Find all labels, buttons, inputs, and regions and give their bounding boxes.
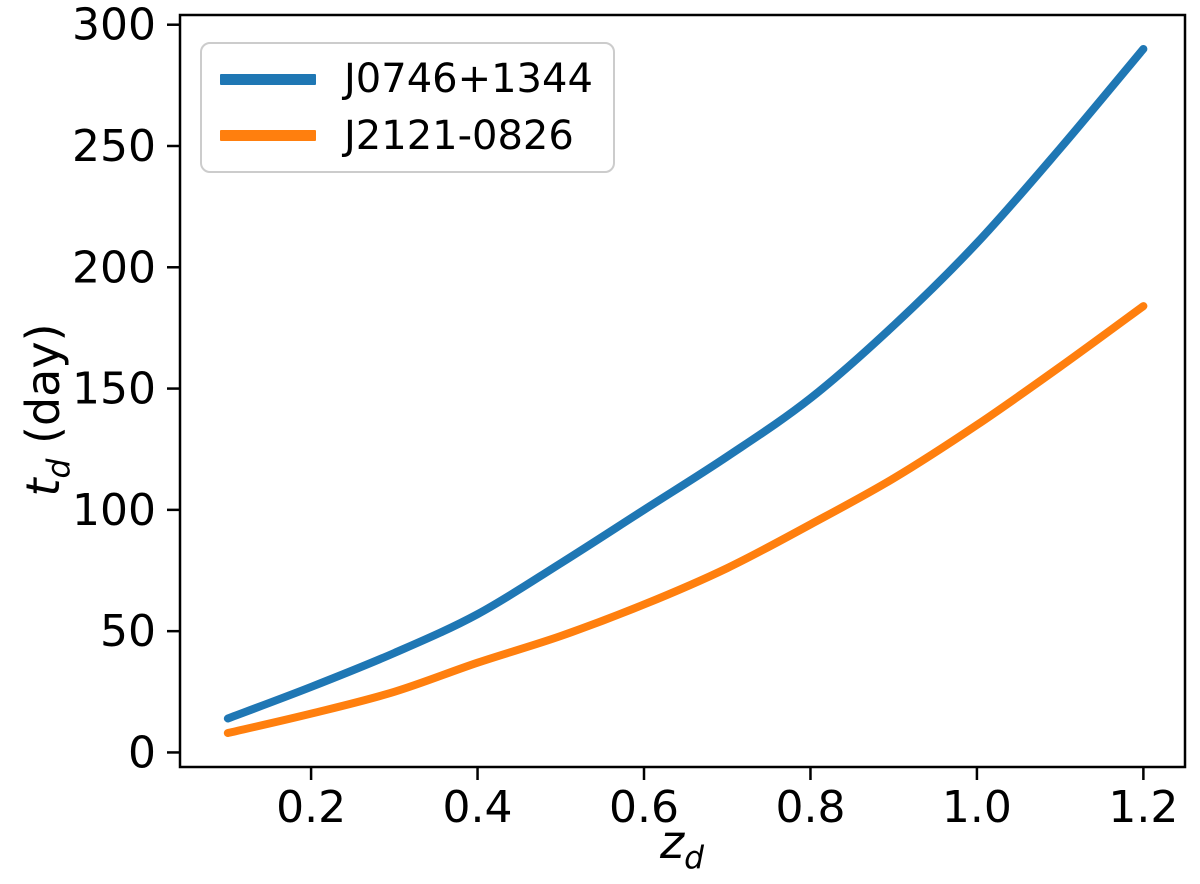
x-axis-label: zd <box>582 812 782 876</box>
curve-J0746+1344 <box>223 44 1148 723</box>
x-tick-label: 0.2 <box>276 782 346 833</box>
x-tick-label: 0.4 <box>443 782 513 833</box>
y-tick-label: 250 <box>72 121 156 172</box>
legend-swatch-orange-line <box>220 130 316 142</box>
x-tick-label: 1.0 <box>942 782 1012 833</box>
x-tick-label: 1.2 <box>1108 782 1178 833</box>
y-tick-label: 100 <box>72 485 156 536</box>
y-tick-label: 50 <box>100 606 156 657</box>
y-tick-label: 300 <box>72 0 156 51</box>
plot-border <box>178 13 1187 769</box>
y-tick-label: 150 <box>72 364 156 415</box>
axis-ticks <box>167 23 1145 780</box>
x-tick-label: 0.8 <box>775 782 845 833</box>
y-axis-label-subscript: d <box>41 458 78 479</box>
legend-label: J0746+1344 <box>344 56 593 103</box>
legend-swatch-blue-line <box>220 73 316 85</box>
x-tick-label: 0.6 <box>609 782 679 833</box>
legend: J0746+1344 J2121-0826 <box>200 42 615 173</box>
legend-label: J2121-0826 <box>344 112 574 159</box>
x-axis-label-subscript: d <box>684 840 704 877</box>
axis-tick-labels: 0.2 0.4 0.6 0.8 1.0 1.2 0 50 100 150 200 250 300 <box>72 0 1178 833</box>
x-axis-label-symbol: z <box>659 815 685 869</box>
legend-entry-series-1: J2121-0826 <box>220 108 595 165</box>
data-curves <box>223 44 1148 738</box>
curve-J2121-0826 <box>223 302 1148 738</box>
y-axis-label: td (day) <box>13 260 77 560</box>
y-axis-label-unit: (day) <box>16 323 70 459</box>
y-tick-label: 0 <box>128 727 156 778</box>
legend-entry-series-0: J0746+1344 <box>220 51 595 108</box>
y-axis-label-symbol: t <box>16 478 70 497</box>
y-tick-label: 200 <box>72 242 156 293</box>
